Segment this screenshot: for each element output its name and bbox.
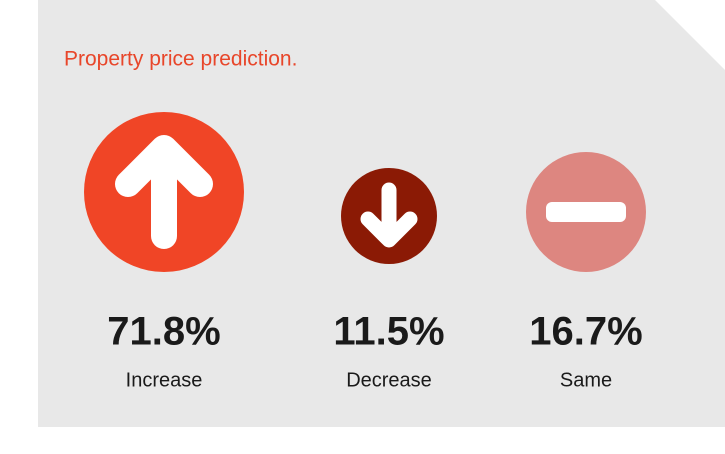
title: Property price prediction. <box>64 48 297 71</box>
decrease-icon <box>341 168 437 264</box>
label: Decrease <box>346 369 432 391</box>
label: Same <box>560 369 612 391</box>
percent: 16.7% <box>529 310 642 354</box>
same-icon <box>526 152 646 272</box>
percent: 71.8% <box>107 310 220 354</box>
increase-icon <box>84 112 244 272</box>
percent: 11.5% <box>333 310 444 354</box>
label: Increase <box>126 369 203 391</box>
